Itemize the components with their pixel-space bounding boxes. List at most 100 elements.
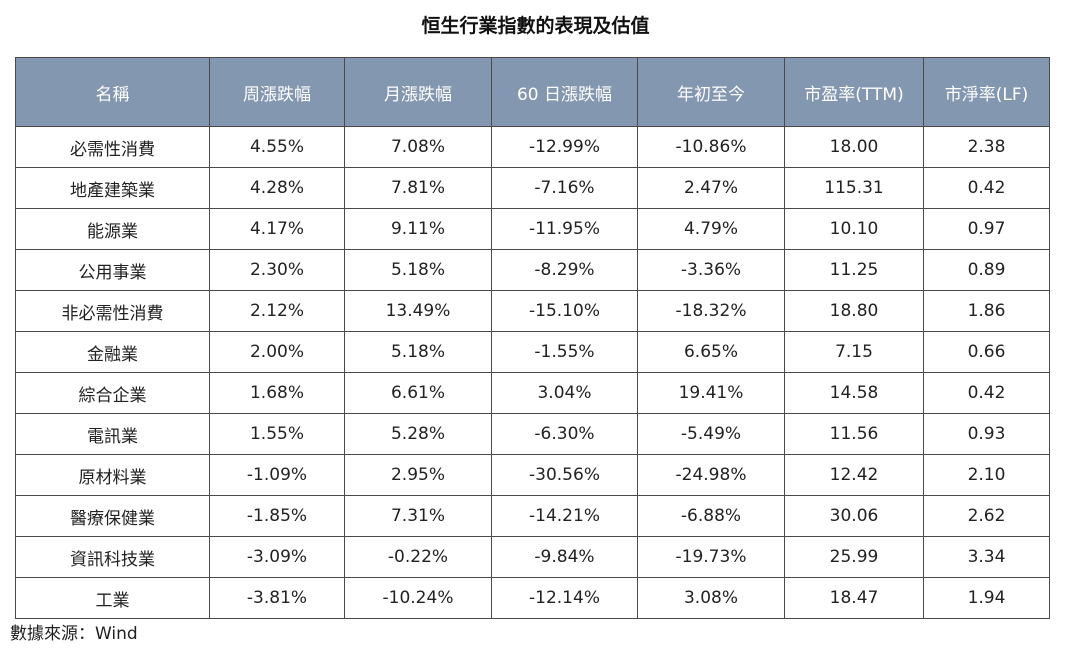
- cell-60day-change: -11.95%: [491, 208, 638, 250]
- table-row: 綜合企業 1.68% 6.61% 3.04% 19.41% 14.58 0.42: [15, 372, 1050, 414]
- cell-pe-ttm: 11.25: [784, 249, 924, 291]
- cell-ytd: -18.32%: [637, 290, 785, 332]
- cell-name: 公用事業: [15, 249, 210, 291]
- table-row: 金融業 2.00% 5.18% -1.55% 6.65% 7.15 0.66: [15, 331, 1050, 373]
- cell-weekly-change: 1.55%: [209, 413, 345, 455]
- table-row: 非必需性消費 2.12% 13.49% -15.10% -18.32% 18.80 1.86: [15, 290, 1050, 332]
- cell-name: 資訊科技業: [15, 536, 210, 578]
- cell-ytd: -24.98%: [637, 454, 785, 496]
- cell-weekly-change: 2.12%: [209, 290, 345, 332]
- data-source-note: 數據來源：Wind: [10, 624, 138, 644]
- cell-ytd: 19.41%: [637, 372, 785, 414]
- cell-name: 醫療保健業: [15, 495, 210, 537]
- cell-weekly-change: 4.55%: [209, 126, 345, 168]
- cell-60day-change: -1.55%: [491, 331, 638, 373]
- table-row: 資訊科技業 -3.09% -0.22% -9.84% -19.73% 25.99 3.34: [15, 536, 1050, 578]
- cell-ytd: 6.65%: [637, 331, 785, 373]
- header-60day-change: 60 日漲跌幅: [491, 57, 638, 127]
- cell-weekly-change: 2.00%: [209, 331, 345, 373]
- table-body: 必需性消費 4.55% 7.08% -12.99% -10.86% 18.00 2.38 地產…: [15, 126, 1050, 619]
- cell-ytd: -10.86%: [637, 126, 785, 168]
- cell-monthly-change: 13.49%: [344, 290, 492, 332]
- cell-60day-change: -6.30%: [491, 413, 638, 455]
- cell-pb-lf: 0.42: [923, 372, 1050, 414]
- cell-60day-change: -30.56%: [491, 454, 638, 496]
- cell-pe-ttm: 14.58: [784, 372, 924, 414]
- cell-pe-ttm: 7.15: [784, 331, 924, 373]
- cell-monthly-change: -10.24%: [344, 577, 492, 619]
- cell-pe-ttm: 12.42: [784, 454, 924, 496]
- table-row: 醫療保健業 -1.85% 7.31% -14.21% -6.88% 30.06 2.62: [15, 495, 1050, 537]
- cell-60day-change: -14.21%: [491, 495, 638, 537]
- cell-pe-ttm: 115.31: [784, 167, 924, 209]
- cell-name: 必需性消費: [15, 126, 210, 168]
- cell-name: 原材料業: [15, 454, 210, 496]
- table-row: 電訊業 1.55% 5.28% -6.30% -5.49% 11.56 0.93: [15, 413, 1050, 455]
- table-row: 能源業 4.17% 9.11% -11.95% 4.79% 10.10 0.97: [15, 208, 1050, 250]
- cell-name: 金融業: [15, 331, 210, 373]
- header-ytd: 年初至今: [637, 57, 785, 127]
- industry-index-table: 名稱 周漲跌幅 月漲跌幅 60 日漲跌幅 年初至今 市盈率(TTM) 市淨率(LF) 必需性…: [15, 57, 1050, 619]
- cell-ytd: -19.73%: [637, 536, 785, 578]
- cell-pe-ttm: 30.06: [784, 495, 924, 537]
- cell-monthly-change: 5.28%: [344, 413, 492, 455]
- cell-weekly-change: 2.30%: [209, 249, 345, 291]
- cell-weekly-change: -1.85%: [209, 495, 345, 537]
- cell-monthly-change: 5.18%: [344, 331, 492, 373]
- cell-pb-lf: 2.38: [923, 126, 1050, 168]
- cell-60day-change: 3.04%: [491, 372, 638, 414]
- cell-weekly-change: -3.09%: [209, 536, 345, 578]
- cell-monthly-change: 2.95%: [344, 454, 492, 496]
- cell-pb-lf: 0.97: [923, 208, 1050, 250]
- cell-pb-lf: 3.34: [923, 536, 1050, 578]
- cell-60day-change: -12.14%: [491, 577, 638, 619]
- cell-pb-lf: 0.89: [923, 249, 1050, 291]
- cell-name: 綜合企業: [15, 372, 210, 414]
- cell-60day-change: -8.29%: [491, 249, 638, 291]
- header-pb-lf: 市淨率(LF): [923, 57, 1050, 127]
- cell-monthly-change: 7.31%: [344, 495, 492, 537]
- cell-60day-change: -9.84%: [491, 536, 638, 578]
- table-row: 工業 -3.81% -10.24% -12.14% 3.08% 18.47 1.94: [15, 577, 1050, 619]
- table-row: 地產建築業 4.28% 7.81% -7.16% 2.47% 115.31 0.42: [15, 167, 1050, 209]
- cell-weekly-change: -3.81%: [209, 577, 345, 619]
- cell-monthly-change: 5.18%: [344, 249, 492, 291]
- cell-pe-ttm: 10.10: [784, 208, 924, 250]
- cell-pb-lf: 2.10: [923, 454, 1050, 496]
- cell-name: 能源業: [15, 208, 210, 250]
- table-row: 必需性消費 4.55% 7.08% -12.99% -10.86% 18.00 2.38: [15, 126, 1050, 168]
- cell-pb-lf: 0.93: [923, 413, 1050, 455]
- cell-pb-lf: 1.94: [923, 577, 1050, 619]
- header-name: 名稱: [15, 57, 210, 127]
- cell-ytd: 4.79%: [637, 208, 785, 250]
- cell-pe-ttm: 18.47: [784, 577, 924, 619]
- header-pe-ttm: 市盈率(TTM): [784, 57, 924, 127]
- cell-weekly-change: 4.28%: [209, 167, 345, 209]
- cell-pe-ttm: 18.00: [784, 126, 924, 168]
- cell-pe-ttm: 18.80: [784, 290, 924, 332]
- table-row: 原材料業 -1.09% 2.95% -30.56% -24.98% 12.42 2.10: [15, 454, 1050, 496]
- cell-monthly-change: 9.11%: [344, 208, 492, 250]
- cell-monthly-change: 7.81%: [344, 167, 492, 209]
- cell-60day-change: -12.99%: [491, 126, 638, 168]
- cell-ytd: 3.08%: [637, 577, 785, 619]
- cell-monthly-change: -0.22%: [344, 536, 492, 578]
- header-weekly-change: 周漲跌幅: [209, 57, 345, 127]
- cell-ytd: -5.49%: [637, 413, 785, 455]
- cell-monthly-change: 7.08%: [344, 126, 492, 168]
- cell-pb-lf: 0.66: [923, 331, 1050, 373]
- cell-pe-ttm: 25.99: [784, 536, 924, 578]
- cell-name: 電訊業: [15, 413, 210, 455]
- cell-name: 地產建築業: [15, 167, 210, 209]
- cell-pb-lf: 2.62: [923, 495, 1050, 537]
- table-row: 公用事業 2.30% 5.18% -8.29% -3.36% 11.25 0.89: [15, 249, 1050, 291]
- cell-ytd: 2.47%: [637, 167, 785, 209]
- header-row: 名稱 周漲跌幅 月漲跌幅 60 日漲跌幅 年初至今 市盈率(TTM) 市淨率(LF): [15, 57, 1050, 127]
- cell-name: 非必需性消費: [15, 290, 210, 332]
- cell-ytd: -6.88%: [637, 495, 785, 537]
- header-monthly-change: 月漲跌幅: [344, 57, 492, 127]
- cell-weekly-change: -1.09%: [209, 454, 345, 496]
- cell-weekly-change: 1.68%: [209, 372, 345, 414]
- cell-pe-ttm: 11.56: [784, 413, 924, 455]
- table-title: 恒生行業指數的表現及估值: [421, 15, 650, 37]
